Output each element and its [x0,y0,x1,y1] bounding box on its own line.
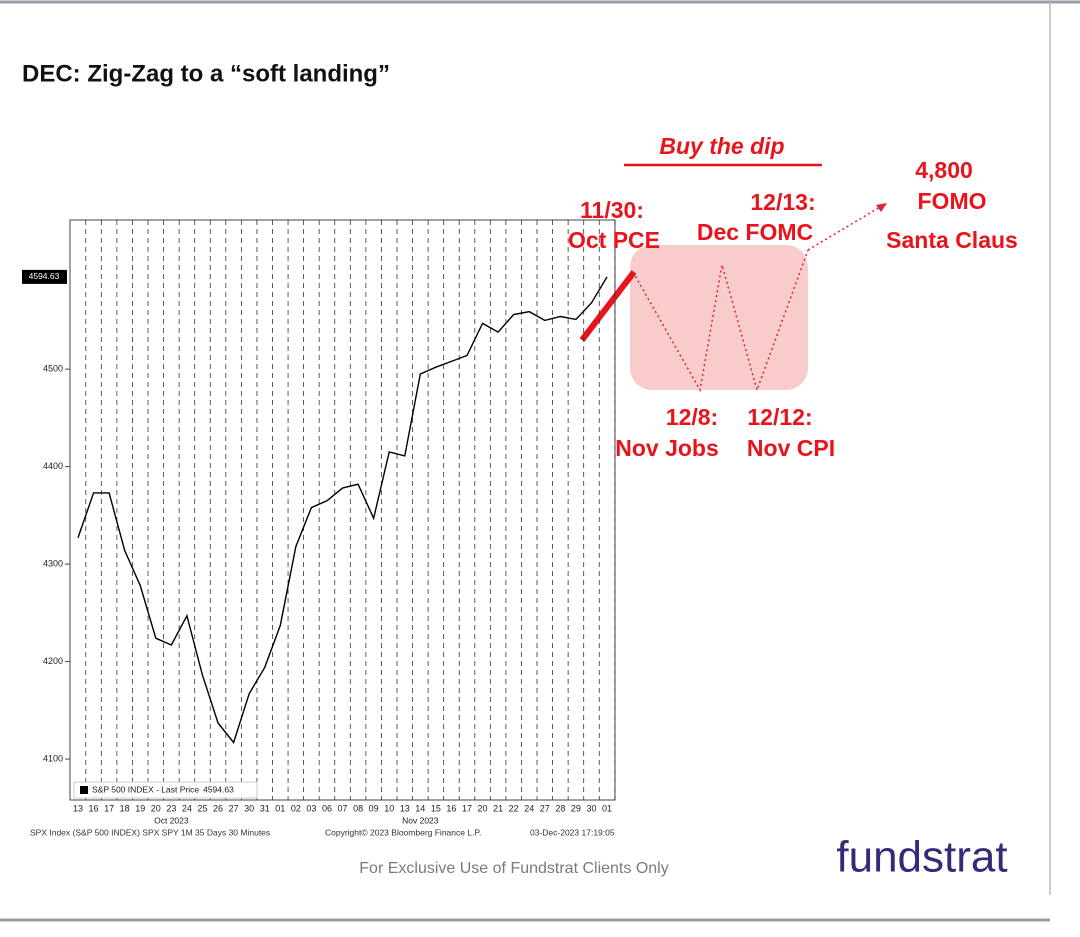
x-tick-label: 03 [306,803,316,813]
annotation: 12/13: [750,189,815,215]
y-tick-label: 4200 [43,656,63,666]
legend-value: 4594.63 [203,784,234,794]
x-tick-label: 15 [431,803,441,813]
x-tick-label: 08 [353,803,363,813]
legend-swatch [80,786,88,794]
x-tick-label: 17 [462,803,472,813]
x-tick-label: 31 [260,803,270,813]
x-tick-label: 20 [151,803,161,813]
source-note: Copyright© 2023 Bloomberg Finance L.P. [325,827,481,837]
x-tick-label: 24 [524,803,534,813]
x-tick-label: 10 [384,803,394,813]
annotation: Nov Jobs [615,435,719,461]
x-tick-label: 20 [478,803,488,813]
annotation: 11/30: [580,197,644,223]
source-note: 03-Dec-2023 17:19:05 [530,827,615,837]
arrowhead [876,203,887,212]
x-tick-label: 24 [182,803,192,813]
x-tick-label: 23 [166,803,176,813]
price-line [77,276,608,744]
source-note: SPX Index (S&P 500 INDEX) SPX SPY 1M 35 … [30,827,270,837]
x-tick-label: 18 [120,803,130,813]
annotation: 12/8: [666,404,718,430]
annotation: Oct PCE [568,227,660,253]
x-tick-label: 25 [197,803,207,813]
annotation: Santa Claus [886,227,1018,253]
legend-box [73,781,258,799]
y-tick-label: 4500 [43,364,63,374]
legend-label: S&P 500 INDEX - Last Price [92,784,199,794]
annotation: Nov CPI [747,435,835,461]
last-price-label: 4594.63 [29,271,60,281]
x-tick-label: 26 [213,803,223,813]
x-tick-label: 19 [135,803,145,813]
x-tick-label: 22 [509,803,519,813]
x-tick-label: 29 [571,803,581,813]
x-tick-label: 14 [415,803,425,813]
y-tick-label: 4400 [43,461,63,471]
month-label: Nov 2023 [402,815,439,825]
x-tick-label: 28 [555,803,565,813]
y-tick-label: 4300 [43,558,63,568]
x-tick-label: 01 [602,803,612,813]
x-tick-label: 09 [369,803,379,813]
plot-frame [69,219,616,801]
annotation: Dec FOMC [697,219,813,245]
x-tick-label: 27 [229,803,239,813]
footer: For Exclusive Use of Fundstrat Clients O… [359,860,668,877]
x-tick-label: 13 [73,803,83,813]
x-tick-label: 16 [89,803,99,813]
x-tick-label: 30 [586,803,596,813]
x-tick-label: 17 [104,803,114,813]
x-tick-label: 07 [338,803,348,813]
month-label: Oct 2023 [154,815,189,825]
y-tick-label: 4100 [43,753,63,763]
x-tick-label: 01 [275,803,285,813]
annotation: 12/12: [747,404,812,430]
annotation: 4,800 [915,157,973,183]
x-tick-label: 13 [400,803,410,813]
x-tick-label: 02 [291,803,301,813]
x-tick-label: 27 [540,803,550,813]
x-tick-label: 16 [446,803,456,813]
zigzag [632,249,809,393]
annotation: FOMO [918,188,987,214]
annotation: Buy the dip [659,133,784,159]
path-to-target [807,206,881,251]
x-tick-label: 21 [493,803,503,813]
x-tick-label: 30 [244,803,254,813]
buy-dip-line [579,270,637,342]
slide-title: DEC: Zig-Zag to a “soft landing” [22,60,390,87]
logo: fundstrat [836,833,1007,882]
x-tick-label: 06 [322,803,332,813]
zone [630,245,808,390]
last-price-tag [22,269,67,284]
